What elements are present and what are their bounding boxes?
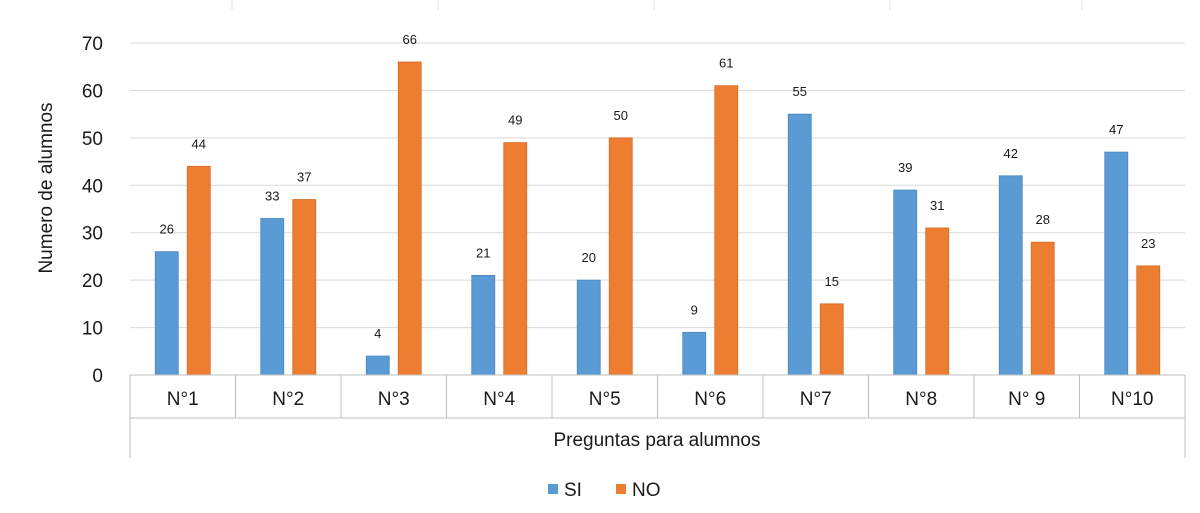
x-axis: [129, 374, 1186, 458]
bar-no-2: [292, 199, 317, 376]
bar-si-1: [154, 251, 179, 376]
legend-swatch-no: [616, 484, 626, 494]
x-axis-title: Preguntas para alumnos: [553, 430, 760, 451]
data-label-no-7: 15: [825, 274, 839, 289]
bar-si-7: [787, 113, 812, 376]
bar-si-8: [893, 189, 918, 376]
bar-si-6: [682, 331, 707, 376]
bar-no-10: [1136, 265, 1161, 376]
gridlines: [130, 42, 1185, 329]
bar-no-1: [186, 165, 211, 376]
legend: SI NO: [548, 480, 661, 501]
bar-no-4: [503, 142, 528, 376]
bar-no-9: [1030, 241, 1055, 376]
data-label-no-2: 37: [297, 170, 311, 185]
data-label-si-9: 42: [1004, 146, 1018, 161]
data-label-si-3: 4: [374, 326, 381, 341]
bar-si-10: [1104, 151, 1129, 376]
data-label-no-4: 49: [508, 113, 522, 128]
bar-no-6: [714, 85, 739, 376]
bar-si-4: [471, 274, 496, 376]
legend-swatch-si: [548, 484, 558, 494]
x-tick-label-4: N°4: [483, 389, 515, 410]
data-label-no-8: 31: [930, 198, 944, 213]
data-label-no-6: 61: [719, 56, 733, 71]
x-tick-label-7: N°7: [800, 389, 832, 410]
y-tick-label-30: 30: [82, 224, 103, 245]
data-label-si-1: 26: [160, 222, 174, 237]
y-tick-label-40: 40: [82, 176, 103, 197]
x-tick-label-3: N°3: [378, 389, 410, 410]
y-tick-label-20: 20: [82, 271, 103, 292]
y-axis-title: Numero de alumnos: [36, 102, 57, 273]
x-axis-tick-labels: N°1 N°2 N°3 N°4 N°5 N°6 N°7 N°8 N° 9 N°10: [167, 389, 1154, 410]
data-label-no-1: 44: [192, 136, 206, 151]
x-tick-label-6: N°6: [694, 389, 726, 410]
data-label-no-9: 28: [1036, 212, 1050, 227]
bar-no-5: [608, 137, 633, 376]
bar-si-5: [576, 279, 601, 376]
x-tick-label-1: N°1: [167, 389, 199, 410]
y-tick-label-60: 60: [82, 81, 103, 102]
x-tick-label-2: N°2: [272, 389, 304, 410]
bars: [154, 61, 1161, 376]
x-tick-label-9: N° 9: [1008, 389, 1045, 410]
x-tick-label-5: N°5: [589, 389, 621, 410]
bar-si-3: [365, 355, 390, 376]
data-label-si-7: 55: [793, 84, 807, 99]
bar-no-3: [397, 61, 422, 376]
legend-label-no: NO: [632, 480, 661, 501]
data-label-no-3: 66: [403, 32, 417, 47]
data-label-si-4: 21: [476, 245, 490, 260]
data-label-si-10: 47: [1109, 122, 1123, 137]
data-label-si-8: 39: [898, 160, 912, 175]
bar-si-9: [998, 175, 1023, 376]
bar-no-8: [925, 227, 950, 376]
data-labels: 26 33 4 21 20 9 55 39 42 47 44 37 66 49 50 61 15 31 28 23: [160, 32, 1156, 341]
bar-si-2: [260, 218, 285, 376]
x-tick-label-10: N°10: [1111, 389, 1153, 410]
data-label-si-2: 33: [265, 188, 279, 203]
data-label-no-5: 50: [614, 108, 628, 123]
y-axis-tick-labels: 0 10 20 30 40 50 60 70: [82, 34, 103, 387]
y-tick-label-50: 50: [82, 129, 103, 150]
y-tick-label-70: 70: [82, 34, 103, 55]
y-tick-label-0: 0: [92, 366, 103, 387]
data-label-no-10: 23: [1141, 236, 1155, 251]
x-tick-label-8: N°8: [905, 389, 937, 410]
legend-label-si: SI: [564, 480, 582, 501]
chart-top-edge-ticks: [231, 0, 1083, 10]
y-tick-label-10: 10: [82, 319, 103, 340]
data-label-si-6: 9: [691, 302, 698, 317]
data-label-si-5: 20: [582, 250, 596, 265]
bar-no-7: [819, 303, 844, 376]
